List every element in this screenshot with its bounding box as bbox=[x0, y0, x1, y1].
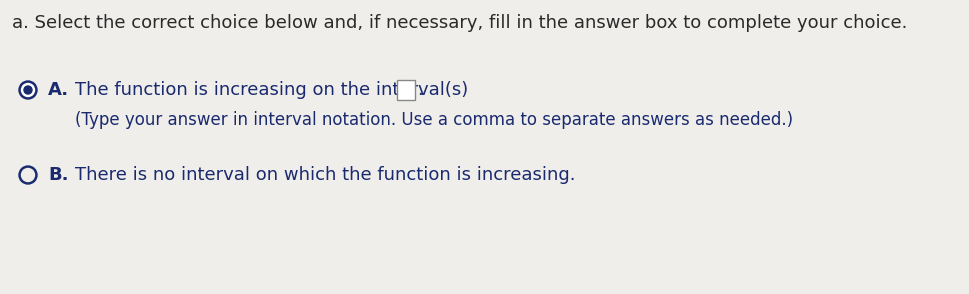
Circle shape bbox=[21, 168, 35, 181]
Text: a. Select the correct choice below and, if necessary, fill in the answer box to : a. Select the correct choice below and, … bbox=[12, 14, 906, 32]
Circle shape bbox=[21, 83, 35, 96]
Circle shape bbox=[19, 81, 37, 99]
Circle shape bbox=[24, 86, 32, 94]
Text: B.: B. bbox=[47, 166, 69, 184]
Text: (Type your answer in interval notation. Use a comma to separate answers as neede: (Type your answer in interval notation. … bbox=[75, 111, 793, 129]
Text: A.: A. bbox=[47, 81, 69, 99]
FancyBboxPatch shape bbox=[396, 80, 415, 100]
Text: The function is increasing on the interval(s): The function is increasing on the interv… bbox=[75, 81, 474, 99]
Text: There is no interval on which the function is increasing.: There is no interval on which the functi… bbox=[75, 166, 575, 184]
Circle shape bbox=[19, 166, 37, 184]
Text: .: . bbox=[417, 81, 422, 99]
